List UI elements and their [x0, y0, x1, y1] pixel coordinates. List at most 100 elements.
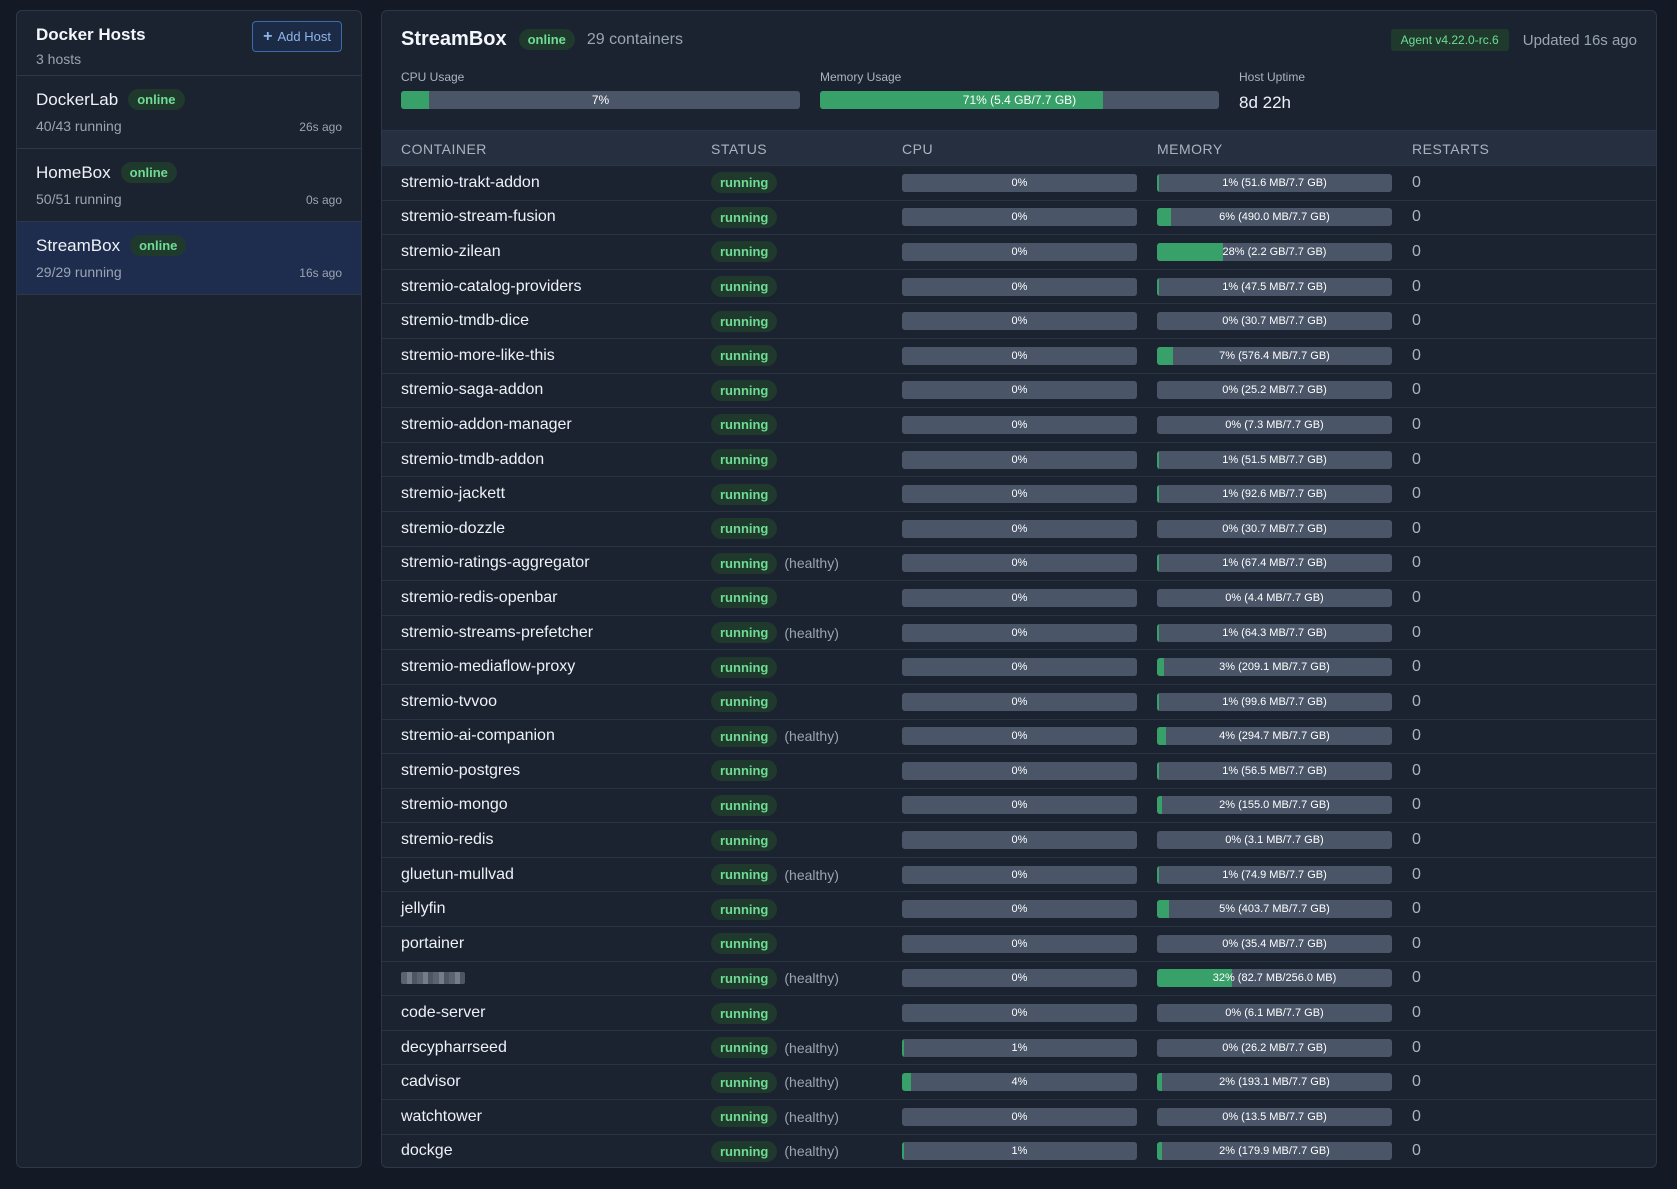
host-running-count: 50/51 running	[36, 191, 122, 207]
host-item-homebox[interactable]: HomeBox online 50/51 running 0s ago	[17, 149, 361, 222]
restart-count: 0	[1412, 865, 1421, 883]
container-name: code-server	[401, 1004, 486, 1022]
memory-bar-text: 4% (294.7 MB/7.7 GB)	[1219, 730, 1330, 743]
table-row[interactable]: running (healthy) 0% 32% (82.7 MB/256.0 MB)…	[382, 962, 1656, 997]
table-row[interactable]: stremio-tmdb-addon running 0% 1% (51.5 MB/7…	[382, 443, 1656, 478]
memory-bar-fill	[1157, 865, 1160, 884]
cpu-bar-text: 0%	[1011, 245, 1028, 258]
memory-bar-text: 1% (51.5 MB/7.7 GB)	[1222, 453, 1327, 466]
status-badge: running	[711, 967, 778, 989]
column-header-cpu[interactable]: CPU	[902, 141, 934, 157]
host-list: DockerLab online 40/43 running 26s ago HomeB…	[17, 76, 361, 295]
cpu-bar: 0%	[902, 381, 1137, 400]
cpu-bar-text: 0%	[1011, 418, 1028, 431]
container-name: stremio-tvvoo	[401, 692, 498, 710]
cpu-bar: 0%	[902, 761, 1137, 780]
memory-bar: 0% (30.7 MB/7.7 GB)	[1157, 519, 1392, 538]
column-header-restarts[interactable]: RESTARTS	[1412, 141, 1490, 157]
restart-count: 0	[1412, 1073, 1421, 1091]
column-header-status[interactable]: STATUS	[711, 141, 768, 157]
table-row[interactable]: stremio-tvvoo running 0% 1% (99.6 MB/7.7 GB…	[382, 685, 1656, 720]
table-row[interactable]: stremio-postgres running 0% 1% (56.5 MB/7.7…	[382, 754, 1656, 789]
cpu-bar: 0%	[902, 312, 1137, 331]
cpu-bar-fill	[902, 1073, 912, 1092]
container-name: stremio-postgres	[401, 761, 521, 779]
table-row[interactable]: decypharrseed running (healthy) 1% 0% (26.2 …	[382, 1031, 1656, 1066]
cpu-bar-text: 1%	[1011, 1041, 1028, 1054]
cpu-bar: 0%	[902, 658, 1137, 677]
container-name: stremio-mediaflow-proxy	[401, 658, 576, 676]
cpu-bar-text: 0%	[1011, 626, 1028, 639]
memory-bar: 0% (30.7 MB/7.7 GB)	[1157, 312, 1392, 331]
agent-version-badge: Agent v4.22.0-rc.6	[1390, 29, 1509, 51]
cpu-bar-text: 0%	[1011, 349, 1028, 362]
memory-bar-text: 0% (26.2 MB/7.7 GB)	[1222, 1041, 1327, 1054]
memory-bar: 1% (74.9 MB/7.7 GB)	[1157, 865, 1392, 884]
status-badge: running	[711, 172, 778, 194]
table-row[interactable]: stremio-stream-fusion running 0% 6% (490.0 …	[382, 201, 1656, 236]
table-row[interactable]: stremio-tmdb-dice running 0% 0% (30.7 MB/7.…	[382, 304, 1656, 339]
table-row[interactable]: stremio-catalog-providers running 0% 1% (47…	[382, 270, 1656, 305]
host-item-dockerlab[interactable]: DockerLab online 40/43 running 26s ago	[17, 76, 361, 149]
memory-usage-bar: 71% (5.4 GB/7.7 GB)	[820, 91, 1219, 109]
status-badge: running	[711, 414, 778, 436]
cpu-bar-text: 0%	[1011, 557, 1028, 570]
add-host-button[interactable]: + Add Host	[252, 21, 342, 52]
table-row[interactable]: gluetun-mullvad running (healthy) 0% 1% (74.…	[382, 858, 1656, 893]
container-name: stremio-saga-addon	[401, 381, 544, 399]
memory-bar-text: 1% (56.5 MB/7.7 GB)	[1222, 764, 1327, 777]
container-name: stremio-redis	[401, 831, 494, 849]
container-name: stremio-tmdb-dice	[401, 312, 530, 330]
status-badge: running	[711, 379, 778, 401]
table-row[interactable]: stremio-addon-manager running 0% 0% (7.3 MB…	[382, 408, 1656, 443]
host-status-badge: online	[120, 162, 177, 183]
table-row[interactable]: stremio-streams-prefetcher running (health…	[382, 616, 1656, 651]
health-status: (healthy)	[784, 555, 839, 572]
cpu-bar-text: 0%	[1011, 903, 1028, 916]
memory-bar-text: 0% (25.2 MB/7.7 GB)	[1222, 384, 1327, 397]
cpu-bar: 0%	[902, 588, 1137, 607]
memory-bar-text: 2% (193.1 MB/7.7 GB)	[1219, 1076, 1330, 1089]
column-header-memory[interactable]: MEMORY	[1157, 141, 1223, 157]
cpu-bar: 4%	[902, 1073, 1137, 1092]
memory-bar-text: 1% (74.9 MB/7.7 GB)	[1222, 868, 1327, 881]
cpu-bar: 0%	[902, 485, 1137, 504]
table-row[interactable]: stremio-mongo running 0% 2% (155.0 MB/7.7 G…	[382, 789, 1656, 824]
table-row[interactable]: stremio-saga-addon running 0% 0% (25.2 MB/7…	[382, 374, 1656, 409]
container-name: stremio-addon-manager	[401, 415, 572, 433]
table-row[interactable]: watchtower running (healthy) 0% 0% (13.5 MB/…	[382, 1100, 1656, 1135]
cpu-bar-text: 0%	[1011, 834, 1028, 847]
table-row[interactable]: stremio-ai-companion running (healthy) 0% 4%…	[382, 720, 1656, 755]
table-row[interactable]: stremio-zilean running 0% 28% (2.2 GB/7.7 G…	[382, 235, 1656, 270]
cpu-bar: 1%	[902, 1142, 1137, 1161]
table-row[interactable]: cadvisor running (healthy) 4% 2% (193.1 MB/7…	[382, 1065, 1656, 1101]
column-header-container[interactable]: CONTAINER	[401, 141, 487, 157]
memory-bar: 0% (7.3 MB/7.7 GB)	[1157, 415, 1392, 434]
memory-bar-text: 0% (6.1 MB/7.7 GB)	[1225, 1007, 1324, 1020]
table-row[interactable]: stremio-more-like-this running 0% 7% (576.4…	[382, 339, 1656, 374]
memory-bar-fill	[1157, 1142, 1162, 1161]
memory-bar: 1% (92.6 MB/7.7 GB)	[1157, 485, 1392, 504]
table-row[interactable]: stremio-jackett running 0% 1% (92.6 MB/7.7 …	[382, 477, 1656, 512]
table-row[interactable]: stremio-redis-openbar running 0% 0% (4.4 MB…	[382, 581, 1656, 616]
restart-count: 0	[1412, 761, 1421, 779]
table-row[interactable]: stremio-dozzle running 0% 0% (30.7 MB/7.7 G…	[382, 512, 1656, 547]
table-row[interactable]: stremio-ratings-aggregator running (health…	[382, 547, 1656, 582]
table-row[interactable]: stremio-trakt-addon running 0% 1% (51.6 MB/…	[382, 166, 1656, 201]
table-row[interactable]: jellyfin running 0% 5% (403.7 MB/7.7 GB) 0	[382, 892, 1656, 928]
memory-bar: 2% (193.1 MB/7.7 GB)	[1157, 1073, 1392, 1092]
table-row[interactable]: stremio-mediaflow-proxy running 0% 3% (209.…	[382, 650, 1656, 685]
memory-usage-metric: Memory Usage 71% (5.4 GB/7.7 GB)	[820, 70, 1219, 109]
cpu-bar: 0%	[902, 346, 1137, 365]
host-item-streambox[interactable]: StreamBox online 29/29 running 16s ago	[17, 222, 361, 295]
restart-count: 0	[1412, 381, 1421, 399]
redacted-name	[401, 972, 465, 985]
table-row[interactable]: dockge running (healthy) 1% 2% (179.9 MB/7.7…	[382, 1135, 1656, 1167]
restart-count: 0	[1412, 277, 1421, 295]
table-row[interactable]: portainer running 0% 0% (35.4 MB/7.7 GB) 0	[382, 927, 1656, 962]
table-row[interactable]: code-server running 0% 0% (6.1 MB/7.7 GB) 0	[382, 996, 1656, 1031]
cpu-bar: 0%	[902, 900, 1137, 919]
container-name: stremio-zilean	[401, 242, 501, 260]
table-row[interactable]: stremio-redis running 0% 0% (3.1 MB/7.7 GB)…	[382, 823, 1656, 858]
cpu-bar-text: 0%	[1011, 453, 1028, 466]
